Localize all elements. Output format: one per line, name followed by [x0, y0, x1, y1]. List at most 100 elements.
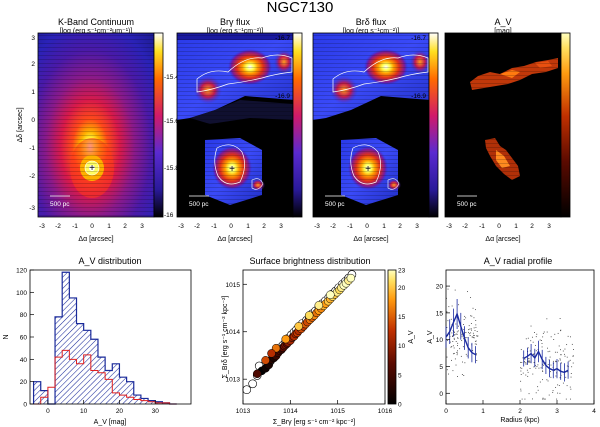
profile-scatter-dot: [463, 375, 465, 376]
colorbar: [561, 33, 570, 217]
profile-scatter-dot: [474, 340, 476, 342]
x-tick-label: 3: [555, 408, 559, 415]
profile-scatter-dot: [452, 336, 453, 337]
profile-scatter-dot: [532, 341, 534, 343]
profile-scatter-dot: [461, 336, 463, 338]
x-axis-label: Δα [arcsec]: [217, 236, 252, 243]
profile-scatter-dot: [537, 389, 539, 391]
panel-subtitle: [log (erg s⁻¹cm⁻²)]: [207, 28, 264, 35]
profile-scatter-dot: [457, 337, 459, 339]
panel-br-gamma: Brγ flux [log (erg s⁻¹cm⁻²)] + 500 pc -1…: [176, 17, 303, 243]
profile-scatter-dot: [457, 376, 458, 377]
profile-scatter-dot: [456, 352, 458, 354]
profile-scatter-dot: [469, 334, 471, 336]
y-tick: 0: [31, 117, 35, 124]
scatter-point: [267, 349, 276, 358]
x-tick: -3: [39, 223, 45, 230]
plot-frame: [242, 269, 386, 405]
x-tick: 3: [279, 223, 283, 230]
profile-scatter-dot: [566, 344, 568, 346]
panel-title: Brδ flux: [356, 17, 387, 27]
surface-brightness-chart: Surface brightness distribution 1013 1014…: [222, 256, 415, 426]
profile-scatter-dot: [569, 386, 571, 388]
profile-scatter-dot: [533, 366, 535, 368]
profile-scatter-dot: [454, 334, 456, 336]
profile-scatter-dot: [457, 342, 459, 344]
profile-scatter-dot: [571, 366, 573, 368]
histogram-bar: [97, 357, 106, 404]
profile-scatter-dot: [446, 369, 448, 371]
profile-scatter-dot: [448, 373, 450, 375]
profile-scatter-dot: [456, 331, 458, 333]
x-tick: -3: [178, 223, 184, 230]
scatter-point: [252, 369, 262, 379]
y-tick-label: 40: [20, 357, 28, 364]
x-tick: -2: [462, 223, 468, 230]
histogram-bar: [126, 381, 134, 404]
profile-scatter-dot: [544, 362, 546, 364]
colorbar-tick: 0: [398, 402, 402, 409]
profile-scatter-dot: [553, 339, 555, 341]
profile-scatter-dot: [550, 371, 551, 373]
x-tick: 2: [262, 223, 266, 230]
profile-scatter-dot: [528, 361, 530, 363]
profile-scatter-dot: [525, 362, 527, 364]
profile-scatter-dot: [525, 363, 527, 365]
profile-scatter-dot: [537, 386, 539, 388]
colorbar-label: A_V: [408, 330, 415, 344]
profile-scatter-dot: [447, 288, 449, 290]
profile-scatter-dot: [453, 347, 455, 349]
y-tick: 3: [31, 35, 35, 42]
x-tick: 0: [229, 223, 233, 230]
profile-scatter-dot: [572, 355, 574, 357]
profile-scatter-dot: [560, 354, 562, 356]
profile-scatter-dot: [453, 337, 455, 339]
y-axis-label: N: [3, 334, 10, 339]
y-tick: -3: [29, 205, 35, 212]
colorbar-tick: 10: [398, 343, 406, 350]
profile-scatter-dot: [530, 340, 532, 342]
histogram-bar: [69, 297, 77, 404]
profile-scatter-dot: [539, 339, 541, 341]
profile-scatter-dot: [534, 344, 536, 346]
profile-scatter-dot: [529, 360, 531, 362]
profile-scatter-dot: [548, 394, 550, 396]
colorbar-tick: 5: [398, 372, 402, 379]
profile-scatter-dot: [463, 329, 465, 331]
profile-scatter-dot: [527, 375, 529, 377]
profile-scatter-dot: [559, 359, 561, 361]
nucleus-marker: +: [229, 164, 235, 175]
panel-k-band: K-Band Continuum [log (erg s⁻¹cm⁻²μm⁻¹)]…: [17, 17, 179, 243]
y-tick-label: 10: [436, 337, 444, 344]
scatter-point-hollow: [248, 379, 257, 389]
profile-scatter-dot: [470, 323, 472, 324]
profile-scatter-dot: [446, 356, 448, 358]
scatter-point: [304, 311, 314, 320]
profile-scatter-dot: [560, 330, 561, 332]
profile-scatter-dot: [533, 362, 535, 364]
profile-scatter-dot: [524, 362, 526, 364]
profile-scatter-dot: [524, 358, 526, 360]
x-axis-label: Σ_Brγ [erg s⁻¹ cm⁻² kpc⁻²]: [273, 419, 355, 426]
x-tick: 3: [547, 223, 551, 230]
profile-scatter-dot: [560, 349, 561, 351]
av-distribution-chart: A_V distribution 0 10 20 30020406080100120 …: [3, 256, 192, 426]
profile-scatter-dot: [558, 385, 560, 387]
profile-scatter-dot: [469, 328, 471, 330]
profile-scatter-dot: [546, 318, 548, 320]
profile-scatter-dot: [528, 357, 530, 359]
x-tick-label: 20: [116, 408, 124, 415]
profile-scatter-dot: [452, 341, 454, 342]
profile-scatter-dot: [530, 325, 532, 327]
profile-scatter-dot: [535, 392, 537, 394]
y-tick-label: 1014: [226, 329, 241, 336]
profile-scatter-dot: [472, 350, 474, 351]
profile-scatter-dot: [520, 370, 522, 372]
profile-scatter-dot: [476, 335, 478, 337]
profile-scatter-dot: [454, 358, 456, 360]
panel-title: Brγ flux: [220, 17, 251, 27]
colorbar-tick: 11: [551, 127, 558, 134]
colorbar-tick: 23: [398, 268, 406, 275]
profile-scatter-dot: [475, 320, 477, 321]
profile-scatter-dot: [452, 353, 454, 355]
